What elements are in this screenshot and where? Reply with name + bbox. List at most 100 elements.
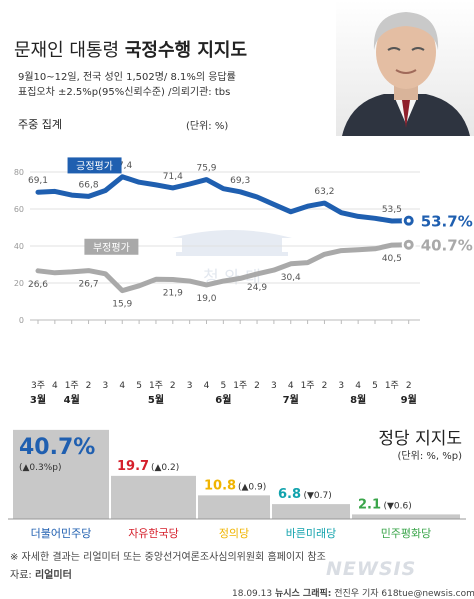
- data-label: 71,4: [163, 172, 183, 182]
- newsis-watermark: NEWSIS: [326, 558, 417, 580]
- x-week-label: 1주: [233, 380, 247, 391]
- x-month-label: 5월: [148, 394, 164, 406]
- data-label: 21,9: [163, 288, 183, 298]
- party-bar: [111, 475, 196, 519]
- party-value: 6.8: [278, 487, 301, 502]
- x-week-label: 2: [322, 381, 328, 391]
- y-tick-label: 60: [14, 205, 24, 214]
- party-name: 바른미래당: [286, 527, 337, 540]
- x-week-label: 5: [220, 381, 226, 391]
- x-week-label: 3주: [31, 380, 45, 391]
- data-label: 69,3: [230, 176, 250, 186]
- data-label: 19,0: [196, 294, 216, 304]
- party-change: (▲0.9): [238, 482, 266, 492]
- series-name-tag: [67, 157, 122, 174]
- x-week-label: 3: [271, 381, 277, 391]
- footnote: ※ 자세한 결과는 리얼미터 또는 중앙선거여론조사심의위원회 홈페이지 참조: [10, 552, 326, 563]
- data-label: 75,9: [196, 164, 216, 174]
- survey-info-line2: 표집오차 ±2.5%p(95%신뢰수준) /의뢰기관: tbs: [18, 87, 231, 98]
- party-name: 정의당: [219, 527, 249, 540]
- series-end-marker-dot: [406, 242, 411, 247]
- x-week-label: 2: [86, 381, 92, 391]
- x-month-label: 8월: [350, 394, 366, 406]
- x-week-label: 4: [204, 381, 210, 391]
- page-title: 문재인 대통령 국정수행 지지도: [14, 36, 247, 62]
- x-week-label: 2: [406, 381, 412, 391]
- x-week-label: 1주: [65, 380, 79, 391]
- series-end-marker-dot: [406, 218, 411, 223]
- x-month-label: 9월: [401, 394, 417, 406]
- x-week-label: 5: [136, 381, 142, 391]
- data-label: 15,9: [112, 300, 132, 310]
- credit-date: 18.09.13: [232, 589, 273, 599]
- series-line-positive: [35, 174, 412, 224]
- series-final-value: 53.7%: [421, 213, 473, 231]
- x-week-label: 4: [288, 381, 294, 391]
- series-line-negative: [35, 242, 412, 294]
- x-week-label: 1주: [149, 380, 163, 391]
- y-tick-label: 0: [19, 316, 24, 325]
- data-label: 26,6: [28, 280, 48, 290]
- y-tick-label: 20: [14, 279, 24, 288]
- x-week-label: 1주: [385, 380, 399, 391]
- x-week-label: 2: [254, 381, 260, 391]
- credit-line: 18.09.13 뉴시스 그래픽: 전진우 기자 618tue@newsis.c…: [232, 586, 474, 599]
- x-week-label: 3: [103, 381, 109, 391]
- source-prefix: 자료:: [10, 570, 32, 581]
- party-name: 더불어민주당: [31, 527, 92, 540]
- credit-author: 전진우 기자 618tue@newsis.com: [334, 589, 474, 599]
- party-name: 민주평화당: [381, 527, 432, 540]
- portrait-photo: [336, 0, 474, 136]
- x-week-label: 1주: [301, 380, 315, 391]
- series-name-tag: [84, 238, 139, 255]
- party-bar-chart: 40.7% (▲0.3%p) 더불어민주당 19.7 (▲0.2) 자유한국당 10.8 (▲…: [8, 429, 466, 540]
- line-chart-heading: 주중 집계: [18, 118, 62, 131]
- party-bar: [352, 514, 460, 519]
- x-week-label: 4: [119, 381, 125, 391]
- data-label: 77,4: [112, 161, 132, 171]
- series-name: 긍정평가: [76, 160, 113, 172]
- data-label: 63,2: [314, 187, 334, 197]
- y-tick-label: 80: [14, 168, 24, 177]
- data-label: 30,4: [281, 273, 301, 283]
- data-label: 66,8: [79, 180, 99, 190]
- party-value: 40.7%: [19, 435, 95, 460]
- party-value: 2.1: [358, 497, 381, 512]
- survey-info-line1: 9월10~12일, 전국 성인 1,502명/ 8.1%의 응답률: [18, 72, 236, 83]
- party-chart-unit: (단위: %, %p): [397, 451, 462, 462]
- y-tick-label: 40: [14, 242, 24, 251]
- x-month-label: 3월: [30, 394, 46, 406]
- title-normal: 문재인 대통령: [14, 40, 120, 61]
- data-label: 24,9: [247, 283, 267, 293]
- party-bar: [198, 495, 270, 519]
- party-change: (▲0.2): [151, 463, 179, 473]
- party-bar: [13, 429, 109, 519]
- party-chart-title: 정당 지지도: [378, 429, 462, 449]
- source-line: 자료: 리얼미터: [10, 566, 72, 581]
- x-week-label: 4: [355, 381, 361, 391]
- x-week-label: 2: [170, 381, 176, 391]
- series-name: 부정평가: [93, 242, 130, 254]
- data-label: 53,5: [382, 205, 402, 215]
- party-value: 19.7: [117, 459, 149, 474]
- x-month-label: 6월: [215, 394, 231, 406]
- line-chart-unit: (단위: %): [186, 121, 229, 132]
- x-week-label: 3: [338, 381, 344, 391]
- series-final-value: 40.7%: [421, 237, 473, 255]
- party-bar: [272, 504, 350, 519]
- source-name: 리얼미터: [34, 570, 72, 581]
- party-change: (▼0.6): [384, 501, 412, 511]
- data-label: 40,5: [382, 254, 402, 264]
- party-change: (▲0.3%p): [19, 463, 62, 473]
- title-bold: 국정수행 지지도: [124, 40, 248, 61]
- party-change: (▼0.7): [304, 491, 332, 501]
- party-name: 자유한국당: [128, 527, 179, 540]
- data-label: 26,7: [79, 280, 99, 290]
- credit-org: 뉴시스 그래픽:: [274, 589, 332, 599]
- x-month-label: 7월: [283, 394, 299, 406]
- x-month-label: 4월: [64, 394, 80, 406]
- x-week-label: 3: [187, 381, 193, 391]
- x-week-label: 4: [52, 381, 58, 391]
- x-week-label: 5: [372, 381, 378, 391]
